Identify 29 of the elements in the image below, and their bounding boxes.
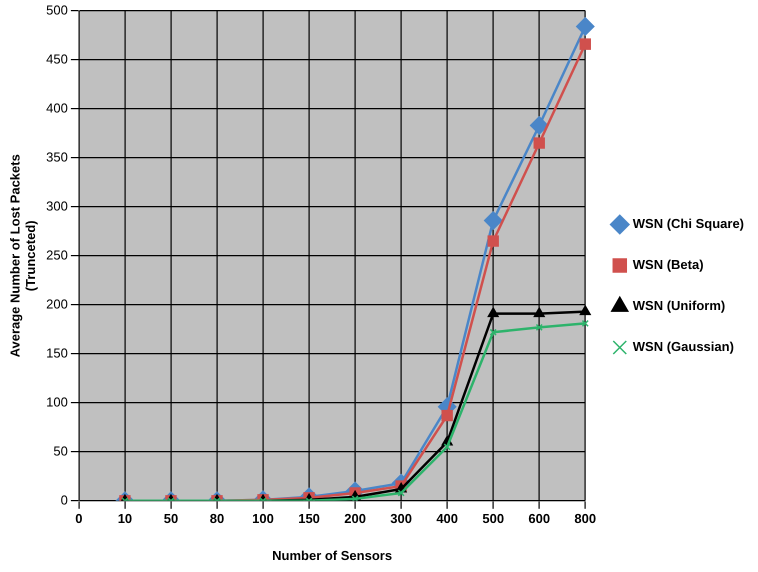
- x-tick-label: 500: [482, 511, 504, 526]
- x-tick-label: 10: [118, 511, 132, 526]
- x-tick-label: 150: [298, 511, 320, 526]
- y-tick-label: 150: [46, 345, 68, 360]
- x-axis-title: Number of Sensors: [272, 548, 392, 563]
- x-tick-label: 100: [252, 511, 274, 526]
- x-tick-label: 600: [528, 511, 550, 526]
- legend-label: WSN (Gaussian): [632, 339, 734, 354]
- x-tick-label: 800: [574, 511, 596, 526]
- legend-label: WSN (Beta): [632, 257, 704, 272]
- x-tick-label: 200: [344, 511, 366, 526]
- x-tick-label: 300: [390, 511, 412, 526]
- x-tick-label: 0: [75, 511, 83, 526]
- legend-label: WSN (Uniform): [632, 298, 726, 314]
- x-tick-label: 80: [210, 511, 224, 526]
- x-tick-label: 400: [436, 511, 458, 526]
- y-tick-label: 100: [46, 394, 68, 410]
- y-tick-label: 0: [60, 492, 68, 508]
- y-tick-label: 500: [46, 2, 68, 18]
- y-tick-label: 300: [46, 198, 68, 214]
- y-tick-label: 400: [46, 100, 68, 116]
- y-tick-label: 200: [46, 296, 68, 312]
- y-tick-label: 350: [46, 149, 68, 164]
- y-tick-label: 250: [46, 247, 68, 262]
- x-tick-label: 50: [164, 511, 178, 526]
- y-axis-title: Average Number of Lost Packets (Trunceted): [7, 154, 38, 358]
- y-tick-label: 450: [46, 51, 68, 66]
- y-tick-label: 50: [53, 443, 68, 458]
- legend-label: WSN (Chi Square): [632, 216, 744, 232]
